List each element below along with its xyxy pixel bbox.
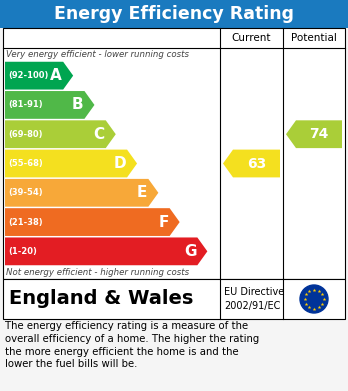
Bar — [0, 0, 348, 28]
Polygon shape — [5, 62, 73, 90]
Text: Current: Current — [232, 33, 271, 43]
Text: (39-54): (39-54) — [8, 188, 42, 197]
Text: England & Wales: England & Wales — [9, 289, 193, 308]
Text: (55-68): (55-68) — [8, 159, 43, 168]
Text: D: D — [113, 156, 126, 171]
Polygon shape — [5, 120, 116, 148]
Polygon shape — [5, 179, 158, 207]
Text: (81-91): (81-91) — [8, 100, 42, 109]
Polygon shape — [5, 208, 180, 236]
Bar — [3, 28, 345, 279]
Text: B: B — [72, 97, 84, 113]
Polygon shape — [5, 91, 94, 119]
Text: A: A — [50, 68, 62, 83]
Text: E: E — [137, 185, 147, 200]
Text: G: G — [184, 244, 196, 259]
Text: 74: 74 — [309, 127, 329, 141]
Text: C: C — [94, 127, 105, 142]
Text: Not energy efficient - higher running costs: Not energy efficient - higher running co… — [6, 268, 189, 277]
Text: Potential: Potential — [291, 33, 337, 43]
Bar — [3, 279, 345, 319]
Circle shape — [300, 285, 328, 313]
Text: Energy Efficiency Rating: Energy Efficiency Rating — [54, 5, 294, 23]
Text: The energy efficiency rating is a measure of the
overall efficiency of a home. T: The energy efficiency rating is a measur… — [5, 321, 259, 369]
Text: Very energy efficient - lower running costs: Very energy efficient - lower running co… — [6, 50, 189, 59]
Text: (69-80): (69-80) — [8, 130, 42, 139]
Polygon shape — [286, 120, 342, 148]
Polygon shape — [5, 150, 137, 178]
Polygon shape — [5, 237, 207, 265]
Text: (92-100): (92-100) — [8, 71, 48, 80]
Polygon shape — [223, 150, 280, 178]
Text: (1-20): (1-20) — [8, 247, 37, 256]
Text: 63: 63 — [247, 156, 266, 170]
Text: EU Directive
2002/91/EC: EU Directive 2002/91/EC — [224, 287, 284, 310]
Text: F: F — [158, 215, 169, 230]
Text: (21-38): (21-38) — [8, 217, 42, 226]
